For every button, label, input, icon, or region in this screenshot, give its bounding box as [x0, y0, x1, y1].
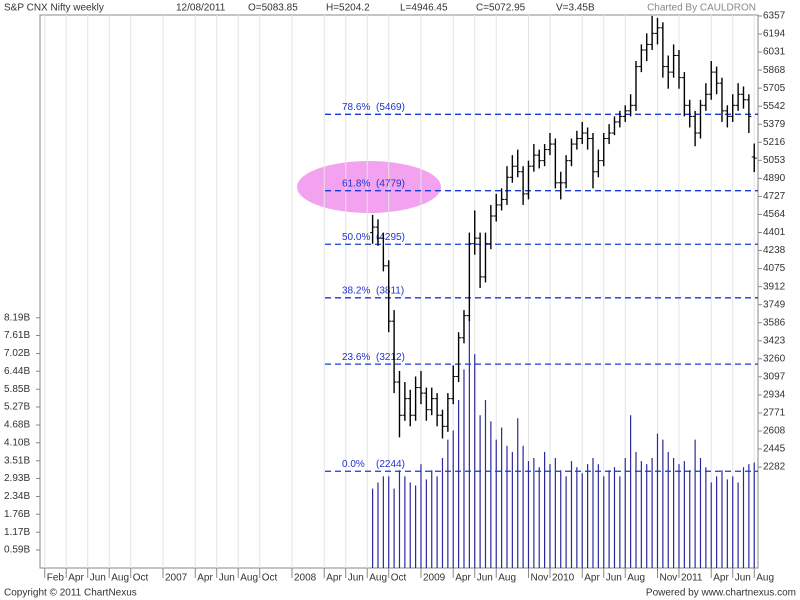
- volume-tick-label: 8.19B: [4, 312, 30, 323]
- x-tick-label: Oct: [262, 573, 278, 584]
- y-tick-label: 4564: [763, 209, 786, 220]
- x-tick-label: Aug: [111, 573, 129, 584]
- fib-name: 23.6%: [342, 352, 370, 363]
- y-tick-label: 3912: [763, 281, 786, 292]
- x-tick-label: Apr: [713, 573, 729, 584]
- fib-value-label: (5469): [376, 102, 405, 113]
- x-tick-label: Aug: [369, 573, 387, 584]
- y-tick-label: 6194: [763, 29, 786, 40]
- volume-tick-label: 1.17B: [4, 527, 30, 538]
- x-tick-label: 2010: [552, 573, 575, 584]
- fib-value-label: (4295): [376, 232, 405, 243]
- y-tick-label: 4075: [763, 263, 786, 274]
- x-tick-label: Apr: [197, 573, 213, 584]
- fib-value-label: (4779): [376, 178, 405, 189]
- y-tick-label: 5705: [763, 83, 786, 94]
- volume-tick-label: 3.51B: [4, 455, 30, 466]
- volume-tick-label: 6.44B: [4, 366, 30, 377]
- fib-name: 0.0%: [342, 459, 365, 470]
- chart-title: S&P CNX Nifty weekly: [4, 3, 104, 14]
- x-tick-label: Oct: [391, 573, 407, 584]
- volume-tick-label: 4.10B: [4, 437, 30, 448]
- x-tick-label: Apr: [68, 573, 84, 584]
- volume-tick-label: 2.34B: [4, 491, 30, 502]
- fib-value-label: (2244): [376, 459, 405, 470]
- fib-name: 38.2%: [342, 285, 370, 296]
- x-tick-label: Nov: [530, 573, 548, 584]
- x-tick-label: Aug: [756, 573, 774, 584]
- volume-tick-label: 1.76B: [4, 509, 30, 520]
- x-tick-label: Apr: [326, 573, 342, 584]
- header-open: O=5083.85: [248, 3, 298, 14]
- footer-copyright: Copyright © 2011 ChartNexus: [4, 588, 137, 599]
- x-tick-label: Apr: [584, 573, 600, 584]
- header-date: 12/08/2011: [176, 3, 226, 14]
- x-tick-label: Jun: [219, 573, 235, 584]
- y-tick-label: 3260: [763, 353, 786, 364]
- y-tick-label: 5216: [763, 137, 786, 148]
- fib-name: 61.8%: [342, 178, 370, 189]
- header-volume: V=3.45B: [556, 3, 595, 14]
- volume-tick-label: 4.68B: [4, 420, 30, 431]
- y-tick-label: 4727: [763, 191, 786, 202]
- fib-name: 78.6%: [342, 102, 370, 113]
- fib-value-label: (3212): [376, 352, 405, 363]
- volume-tick-label: 7.02B: [4, 348, 30, 359]
- y-tick-label: 5053: [763, 155, 786, 166]
- x-tick-label: Aug: [627, 573, 645, 584]
- volume-tick-label: 5.27B: [4, 402, 30, 413]
- x-tick-label: Jun: [606, 573, 622, 584]
- y-tick-label: 6031: [763, 47, 786, 58]
- x-tick-label: Nov: [659, 573, 677, 584]
- x-tick-label: Feb: [47, 573, 65, 584]
- x-tick-label: Aug: [498, 573, 516, 584]
- volume-tick-label: 7.61B: [4, 330, 30, 341]
- footer-powered: Powered by www.chartnexus.com: [646, 588, 796, 599]
- header-credit: Charted By CAULDRON: [647, 3, 756, 14]
- x-tick-label: Jun: [477, 573, 493, 584]
- y-tick-label: 2771: [763, 408, 786, 419]
- y-tick-label: 5868: [763, 65, 786, 76]
- x-tick-label: Oct: [133, 573, 149, 584]
- header-high: H=5204.2: [326, 3, 370, 14]
- y-tick-label: 3423: [763, 335, 786, 346]
- y-tick-label: 6357: [763, 11, 786, 22]
- y-tick-label: 3586: [763, 317, 786, 328]
- y-tick-label: 4401: [763, 227, 786, 238]
- x-tick-label: 2009: [423, 573, 446, 584]
- volume-tick-label: 0.59B: [4, 545, 30, 556]
- fib-value-label: (3811): [376, 285, 404, 296]
- x-tick-label: Jun: [735, 573, 751, 584]
- volume-tick-label: 2.93B: [4, 473, 30, 484]
- volume-tick-label: 5.85B: [4, 384, 30, 395]
- y-tick-label: 5379: [763, 119, 786, 130]
- x-tick-label: 2008: [294, 573, 317, 584]
- x-tick-label: 2011: [681, 573, 703, 584]
- y-tick-label: 2445: [763, 444, 786, 455]
- x-tick-label: Jun: [90, 573, 106, 584]
- y-tick-label: 4238: [763, 245, 786, 256]
- header-close: C=5072.95: [476, 3, 526, 14]
- x-tick-label: Aug: [240, 573, 258, 584]
- y-tick-label: 3097: [763, 371, 786, 382]
- highlight-ellipse: [297, 161, 441, 213]
- x-tick-label: Apr: [455, 573, 471, 584]
- x-tick-label: 2007: [165, 573, 188, 584]
- y-tick-label: 2282: [763, 462, 786, 473]
- header-low: L=4946.45: [400, 3, 448, 14]
- x-tick-label: Jun: [348, 573, 364, 584]
- fib-name: 50.0%: [342, 232, 370, 243]
- y-tick-label: 3749: [763, 299, 786, 310]
- y-tick-label: 2608: [763, 426, 786, 437]
- y-tick-label: 5542: [763, 101, 786, 112]
- y-tick-label: 2934: [763, 390, 786, 401]
- y-tick-label: 4890: [763, 173, 786, 184]
